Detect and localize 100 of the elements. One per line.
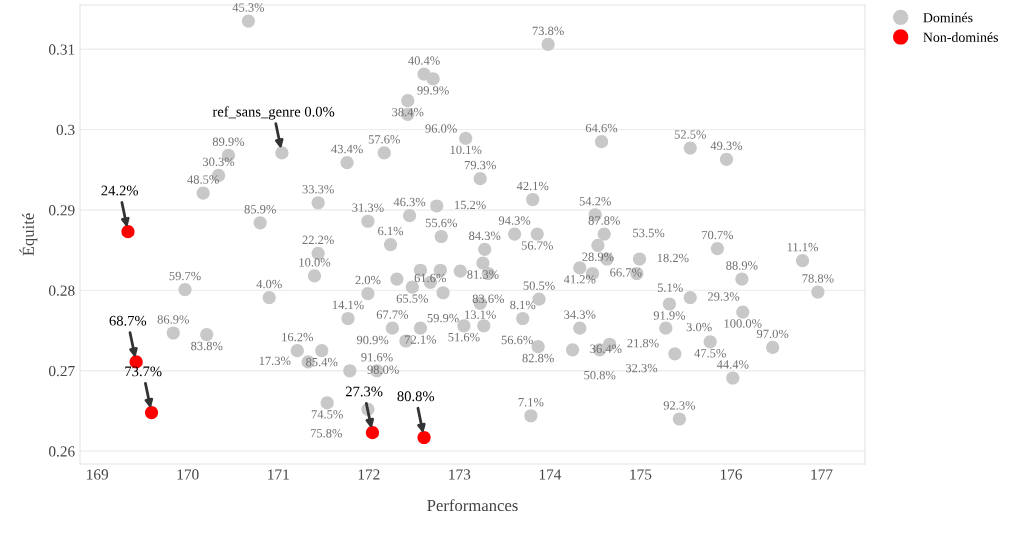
x-tick-label: 169 (87, 469, 109, 480)
annotation: 100.0% (724, 319, 762, 328)
x-tick-label: 174 (539, 469, 562, 480)
annotation: 53.5% (633, 228, 665, 238)
annotation: 91.9% (653, 311, 686, 320)
annotation: 10.1% (450, 145, 482, 155)
annotation: 75.8% (310, 429, 342, 438)
annotation: 80.8% (397, 391, 435, 402)
annotation: 87.8% (588, 216, 620, 225)
annotation: 61.6% (414, 273, 446, 283)
point (121, 225, 135, 239)
annotation: 11.1% (787, 242, 819, 252)
y-tick-label: 0.31 (48, 44, 75, 55)
annotation: 52.5% (674, 130, 706, 139)
annotation: 24.2% (101, 185, 138, 196)
annotation: 31.3% (352, 203, 384, 212)
annotation: 57.6% (368, 135, 400, 144)
annotation: 45.3% (232, 3, 265, 12)
annotation: 40.4% (408, 56, 440, 65)
point (417, 430, 431, 445)
annotation: 92.3% (663, 401, 696, 410)
y-tick-label: 0.26 (48, 446, 75, 457)
legend-label: Non-dominés (923, 32, 998, 42)
annotation: 78.8% (802, 274, 834, 283)
annotation: 32.3% (625, 363, 658, 373)
annotation: 6.1% (378, 226, 404, 236)
annotation: 74.5% (311, 410, 343, 419)
annotation: 2.0% (355, 275, 381, 285)
annotation: 4.0% (256, 279, 282, 289)
annotation: 82.8% (522, 353, 554, 363)
annotation: 17.3% (259, 356, 291, 366)
annotation: 56.6% (501, 335, 533, 345)
annotation: 50.5% (523, 281, 555, 290)
annotation: 96.0% (425, 124, 457, 133)
annotation: 68.7% (109, 315, 147, 326)
annotation: 51.6% (448, 332, 480, 342)
annotation: 14.1% (332, 300, 364, 310)
annotation: 43.4% (331, 144, 363, 154)
annotation: 50.8% (584, 370, 616, 380)
annotation: 46.3% (393, 197, 426, 207)
annotation: 21.8% (627, 338, 659, 348)
point (275, 146, 289, 160)
annotation: 16.2% (282, 332, 314, 342)
annotation: 34.3% (564, 310, 596, 319)
x-tick-label: 173 (449, 469, 471, 480)
x-tick-label: 175 (630, 469, 652, 480)
annotation: 7.1% (518, 397, 544, 407)
annotation: 13.1% (465, 310, 496, 319)
annotation: 56.7% (521, 241, 553, 250)
annotation: 47.5% (694, 349, 726, 358)
annotation: 97.0% (756, 329, 789, 339)
annotation: 38.4% (392, 107, 424, 117)
y-axis-title: Équité (19, 213, 38, 256)
annotation: 36.4% (590, 344, 622, 354)
annotation: 49.3% (710, 141, 743, 151)
annotation: 18.2% (657, 253, 689, 263)
annotation: 81.3% (467, 270, 499, 279)
annotation: 8.1% (510, 300, 536, 310)
annotation: 98.0% (367, 365, 399, 374)
annotation: 84.3% (469, 231, 501, 241)
annotation: 73.7% (125, 366, 162, 377)
annotation: 70.7% (702, 230, 734, 240)
x-tick-label: 176 (720, 469, 742, 480)
x-tick-label: 177 (811, 469, 833, 480)
annotation: 90.9% (356, 335, 389, 345)
annotation: 5.1% (657, 283, 683, 292)
annotation: 83.8% (191, 341, 223, 351)
y-tick-label: 0.3 (56, 124, 75, 136)
x-tick-label: 171 (268, 469, 289, 480)
annotation: 29.3% (707, 292, 740, 301)
annotation: 27.3% (345, 386, 383, 397)
point (365, 426, 380, 440)
x-axis-title: Performances (427, 499, 518, 512)
annotation: 59.7% (169, 271, 201, 281)
point (144, 405, 159, 420)
annotation: 10.0% (299, 258, 331, 267)
annotation: 79.3% (464, 160, 496, 170)
annotation: 64.6% (585, 123, 618, 133)
annotation: 54.2% (579, 197, 611, 206)
annotation: 48.5% (187, 175, 219, 184)
annotation: 30.3% (202, 157, 235, 167)
annotation: ref_sans_genre 0.0% (212, 106, 335, 120)
annotation: 28.9% (582, 252, 614, 262)
annotation: 83.6% (472, 294, 505, 304)
annotation: 94.3% (498, 216, 531, 225)
annotation: 86.9% (157, 315, 189, 324)
annotation: 22.2% (302, 235, 334, 245)
annotation: 41.2% (563, 275, 596, 284)
annotation: 88.9% (726, 261, 758, 270)
y-tick-label: 0.28 (48, 285, 75, 296)
annotation: 66.7% (610, 268, 642, 277)
annotation: 15.2% (455, 200, 486, 210)
annotation: 91.6% (361, 352, 393, 362)
y-tick-label: 0.29 (48, 205, 75, 216)
annotation: 73.8% (532, 26, 564, 36)
legend-label: Dominés (923, 12, 973, 23)
annotation: 89.9% (212, 137, 245, 146)
annotation: 72.1% (405, 335, 437, 344)
annotation: 67.7% (376, 310, 409, 319)
annotation: 59.9% (427, 313, 459, 323)
